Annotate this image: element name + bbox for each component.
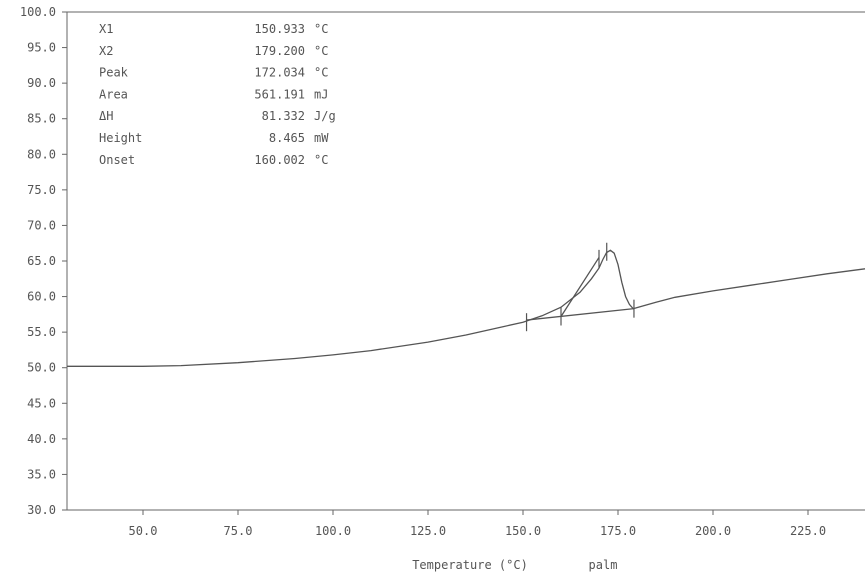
y-tick-label: 55.0 (27, 325, 56, 339)
annotation-unit: °C (314, 153, 328, 167)
annotation-unit: °C (314, 66, 328, 80)
sample-label: palm (589, 558, 618, 572)
plot-markers (525, 242, 635, 332)
x-tick-label: 175.0 (600, 524, 636, 538)
y-tick-label: 80.0 (27, 147, 56, 161)
y-tick-label: 70.0 (27, 218, 56, 232)
dsc-curve (67, 249, 866, 367)
x-tick-label: 100.0 (315, 524, 351, 538)
y-tick-label: 50.0 (27, 361, 56, 375)
y-tick-label: 85.0 (27, 112, 56, 126)
y-tick-label: 30.0 (27, 503, 56, 517)
annotation-value: 179.200 (254, 44, 305, 58)
x-axis-title: Temperature (°C) (412, 558, 528, 572)
x-tick-label: 225.0 (790, 524, 826, 538)
annotation-value: 150.933 (254, 22, 305, 36)
annotation-label: X1 (99, 22, 113, 36)
x-tick-label: 150.0 (505, 524, 541, 538)
annotation-label: ΔH (99, 109, 113, 123)
y-tick-label: 100.0 (20, 5, 56, 19)
x-tick-label: 125.0 (410, 524, 446, 538)
onset-tangent-line (560, 257, 600, 317)
results-annotations: X1 150.933 °C X2 179.200 °C Peak 172.034 °C Area 5… (99, 22, 336, 167)
y-tick-label: 45.0 (27, 396, 56, 410)
annotation-label: Onset (99, 153, 135, 167)
annotation-label: Height (99, 131, 142, 145)
plot-frame (66, 11, 865, 511)
annotation-unit: mJ (314, 87, 328, 101)
annotation-value: 81.332 (262, 109, 305, 123)
y-tick-label: 35.0 (27, 467, 56, 481)
annotation-label: X2 (99, 44, 113, 58)
x-tick-label: 75.0 (224, 524, 253, 538)
annotation-unit: °C (314, 44, 328, 58)
x-axis-ticks: 50.0 75.0 100.0 125.0 150.0 175.0 200.0 225.0 (129, 510, 826, 538)
y-tick-label: 75.0 (27, 183, 56, 197)
x-tick-label: 200.0 (695, 524, 731, 538)
annotation-unit: °C (314, 22, 328, 36)
annotation-label: Area (99, 87, 128, 101)
y-tick-label: 95.0 (27, 41, 56, 55)
y-tick-label: 65.0 (27, 254, 56, 268)
annotation-value: 160.002 (254, 153, 305, 167)
annotation-unit: mW (314, 131, 329, 145)
annotation-value: 8.465 (269, 131, 305, 145)
y-tick-label: 90.0 (27, 76, 56, 90)
annotation-label: Peak (99, 66, 129, 80)
plot-curves (67, 249, 866, 367)
baseline-line (526, 308, 635, 321)
annotation-unit: J/g (314, 109, 336, 123)
x-tick-label: 50.0 (129, 524, 158, 538)
annotation-value: 561.191 (254, 87, 305, 101)
y-tick-label: 40.0 (27, 432, 56, 446)
y-tick-label: 60.0 (27, 290, 56, 304)
y-axis-ticks: 30.0 35.0 40.0 45.0 50.0 55.0 60.0 65.0 70.0 75.0… (20, 5, 67, 517)
annotation-value: 172.034 (254, 66, 305, 80)
